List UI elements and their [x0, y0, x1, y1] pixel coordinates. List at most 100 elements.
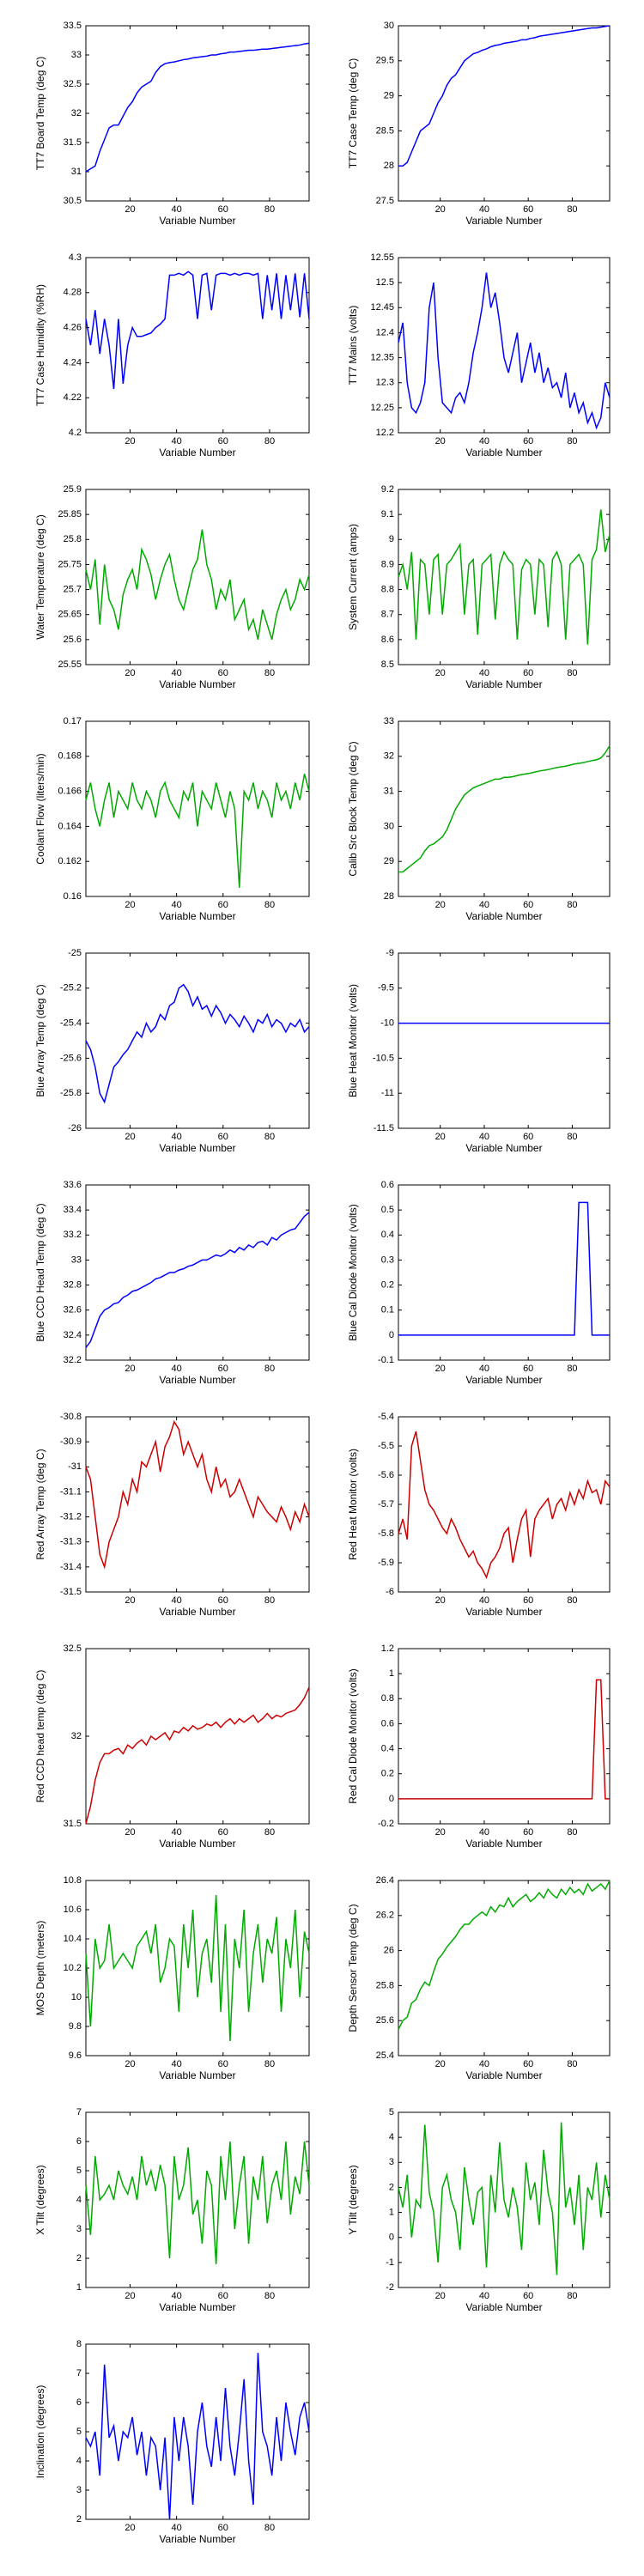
x-tick-label: 20	[435, 668, 446, 678]
y-tick-label: 8.7	[381, 610, 394, 620]
y-tick-label: 12.4	[376, 327, 394, 337]
y-tick-label: 0.4	[381, 1743, 394, 1753]
panel: 1 2 3 4 5 6 7 20 40 60 80 Variable Number X Tilt (de…	[34, 2107, 310, 2313]
x-tick-label: 20	[125, 204, 135, 215]
y-tick-label: 12.55	[370, 252, 394, 263]
y-tick-label: 25.65	[58, 610, 82, 620]
plot-frame	[85, 1648, 310, 1825]
plot-frame	[398, 1416, 611, 1593]
y-tick-label: 5	[76, 2427, 82, 2437]
y-tick-label: 26	[384, 1946, 394, 1956]
y-tick-label: 3	[389, 2157, 394, 2167]
y-tick-label: -5.6	[378, 1470, 394, 1480]
x-tick-label: 60	[218, 1595, 228, 1606]
y-axis-label: MOS Depth (meters)	[34, 1921, 46, 2016]
y-tick-label: 25.8	[64, 534, 82, 544]
y-tick-label: 0.162	[58, 856, 82, 866]
y-tick-label: 0	[389, 1794, 394, 1804]
y-tick-label: 8.5	[381, 659, 394, 670]
y-tick-label: 10.4	[64, 1934, 82, 1944]
panel: 27.5 28 28.5 29 29.5 30 20 40 60 80 Variable Numbe…	[347, 21, 611, 227]
y-axis-label: Coolant Flow (liters/min)	[34, 753, 46, 864]
x-tick-label: 80	[567, 2291, 577, 2301]
x-tick-label: 20	[125, 1827, 135, 1838]
x-tick-label: 80	[264, 1827, 275, 1838]
y-tick-label: 6	[76, 2397, 82, 2408]
data-line	[85, 1212, 310, 1348]
panel: -6 -5.9 -5.8 -5.7 -5.6 -5.5 -5.4 20 40 60 80 Variab…	[347, 1412, 611, 1618]
x-tick-label: 40	[172, 1132, 182, 1142]
y-tick-label: 32.4	[64, 1330, 82, 1340]
panel: 4.2 4.22 4.24 4.26 4.28 4.3 20 40 60 80 Variable N…	[34, 252, 310, 459]
x-tick-label: 80	[264, 204, 275, 215]
panel: -0.2 0 0.2 0.4 0.6 0.8 1 1.2 20 40 60 80 Variable Nu…	[347, 1643, 611, 1850]
x-tick-label: 40	[479, 1595, 489, 1606]
x-tick-label: 40	[479, 900, 489, 910]
x-tick-label: 40	[479, 1364, 489, 1374]
y-tick-label: 29.5	[376, 56, 394, 66]
x-tick-label: 40	[479, 204, 489, 215]
x-tick-label: 60	[523, 668, 533, 678]
y-tick-label: 0.2	[381, 1279, 394, 1290]
y-tick-label: 25.8	[376, 1980, 394, 1990]
x-tick-label: 60	[218, 1364, 228, 1374]
y-tick-label: -25.2	[60, 983, 82, 993]
x-tick-label: 80	[264, 2523, 275, 2533]
data-line	[85, 1420, 310, 1570]
y-tick-label: 8	[76, 2339, 82, 2349]
y-tick-label: 1.2	[381, 1643, 394, 1654]
panel: 31.5 32 32.5 20 40 60 80 Variable Number Red CCD…	[34, 1643, 310, 1850]
y-tick-label: 0.6	[381, 1718, 394, 1728]
y-tick-label: -5.9	[378, 1558, 394, 1568]
plot-frame	[85, 489, 310, 665]
x-tick-label: 20	[125, 1132, 135, 1142]
y-axis-label: TT7 Case Temp (deg C)	[347, 58, 359, 169]
y-tick-label: 9.1	[381, 509, 394, 519]
y-tick-label: 30	[384, 821, 394, 831]
y-tick-label: 4	[76, 2195, 82, 2205]
y-tick-label: -30.8	[60, 1412, 82, 1422]
y-tick-label: -25.8	[60, 1088, 82, 1098]
x-tick-label: 60	[523, 2291, 533, 2301]
data-line	[85, 1894, 310, 2042]
data-line	[398, 272, 611, 430]
data-line	[398, 745, 611, 873]
y-tick-label: -10.5	[373, 1053, 394, 1063]
y-tick-label: 9	[389, 534, 394, 544]
x-axis-label: Variable Number	[159, 1142, 235, 1154]
y-tick-label: -11.5	[374, 1123, 394, 1133]
x-tick-label: 60	[218, 900, 228, 910]
y-tick-label: -5.7	[378, 1499, 394, 1510]
y-tick-label: 26.2	[376, 1911, 394, 1921]
y-axis-label: TT7 Case Humidity (%RH)	[34, 284, 46, 406]
y-axis-label: Red Array Temp (deg C)	[34, 1449, 46, 1559]
y-tick-label: -9	[386, 948, 394, 958]
plot-frame	[85, 720, 310, 897]
x-tick-label: 80	[567, 1132, 577, 1142]
x-tick-label: 80	[567, 204, 577, 215]
plot-frame	[85, 1416, 310, 1593]
y-tick-label: 25.4	[376, 2050, 394, 2061]
y-tick-label: 0	[389, 1330, 394, 1340]
y-tick-label: 33.4	[64, 1205, 82, 1215]
y-tick-label: -5.4	[378, 1412, 394, 1422]
y-tick-label: 12.5	[376, 277, 394, 288]
y-tick-label: 31.5	[64, 1819, 82, 1829]
y-tick-label: 0.17	[64, 716, 82, 726]
x-tick-label: 40	[479, 2291, 489, 2301]
y-tick-label: 25.75	[58, 559, 82, 569]
x-tick-label: 80	[567, 1827, 577, 1838]
y-tick-label: 4	[76, 2456, 82, 2466]
data-line	[398, 2122, 611, 2275]
x-tick-label: 80	[264, 436, 275, 447]
y-tick-label: 33	[384, 716, 394, 726]
y-tick-label: 27.5	[376, 196, 394, 206]
x-axis-label: Variable Number	[465, 447, 542, 459]
x-tick-label: 80	[264, 900, 275, 910]
y-tick-label: 25.7	[64, 584, 82, 594]
x-tick-label: 40	[172, 668, 182, 678]
y-tick-label: -0.1	[378, 1355, 394, 1365]
y-tick-label: 2	[389, 2182, 394, 2192]
x-tick-label: 60	[523, 436, 533, 447]
y-tick-label: 31	[384, 787, 394, 797]
